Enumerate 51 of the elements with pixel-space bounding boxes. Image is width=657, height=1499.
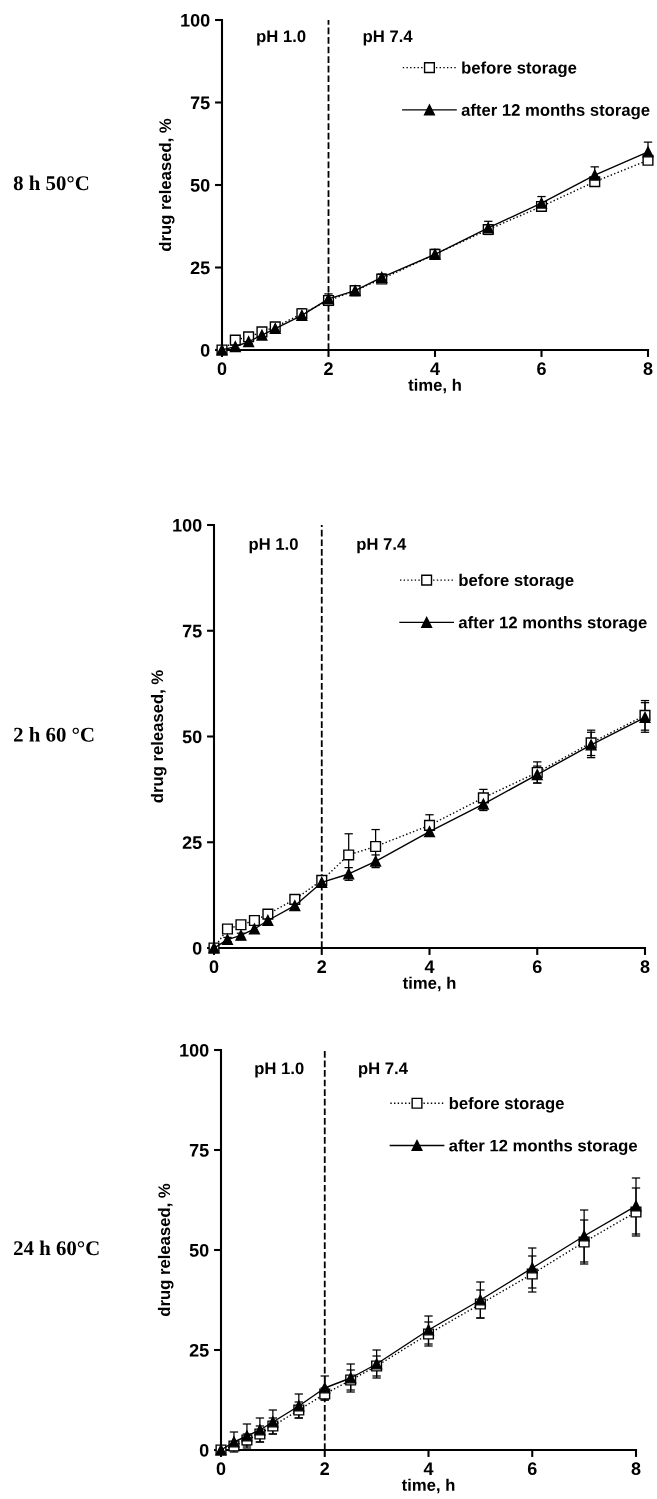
y-tick-label: 100 xyxy=(173,518,202,532)
legend-label: before storage xyxy=(449,1097,564,1113)
annotation: pH 1.0 xyxy=(257,30,306,46)
y-tick-label: 75 xyxy=(182,624,202,638)
y-tick-label: 75 xyxy=(189,1144,209,1157)
y-tick-label: 100 xyxy=(180,1043,209,1057)
x-tick-label: 8 xyxy=(631,1462,641,1476)
x-tick-label: 8 xyxy=(643,362,653,376)
x-tick-label: 4 xyxy=(423,1462,434,1475)
x-tick-label: 8 xyxy=(640,960,650,974)
annotation: pH 1.0 xyxy=(255,1062,304,1078)
y-tick-label: 25 xyxy=(182,836,202,849)
legend-label: after 12 months storage xyxy=(449,1139,638,1155)
x-tick-label: 0 xyxy=(209,960,219,974)
x-tick-label: 0 xyxy=(216,1462,226,1476)
x-tick-label: 2 xyxy=(324,362,333,375)
legend-label: after 12 months storage xyxy=(458,616,647,632)
annotation: pH 7.4 xyxy=(363,30,413,46)
x-tick-label: 6 xyxy=(537,362,546,376)
x-tick-label: 2 xyxy=(320,1462,330,1475)
annotation: pH 1.0 xyxy=(249,538,298,554)
y-tick-label: 0 xyxy=(199,1443,209,1457)
y-tick-label: 100 xyxy=(181,13,210,27)
y-tick-label: 75 xyxy=(190,96,210,110)
y-tick-label: 0 xyxy=(192,941,202,955)
legend-label: before storage xyxy=(459,573,574,590)
text: 24 h 60°C xyxy=(14,1240,99,1256)
x-tick-label: 4 xyxy=(430,362,440,375)
x-axis-title: time, h xyxy=(402,976,456,992)
x-tick-label: 6 xyxy=(527,1462,537,1476)
x-axis-title: time, h xyxy=(408,378,461,394)
annotation: pH 7.4 xyxy=(357,538,407,554)
y-tick-label: 50 xyxy=(190,178,210,192)
y-axis-title: drug released, % xyxy=(150,670,167,803)
x-axis-title: time, h xyxy=(401,1478,455,1494)
x-tick-label: 4 xyxy=(424,960,435,973)
annotation: pH 7.4 xyxy=(359,1062,408,1078)
y-tick-label: 50 xyxy=(182,730,202,744)
y-tick-label: 25 xyxy=(190,261,210,275)
x-tick-label: 2 xyxy=(317,960,327,973)
y-axis-title: drug released, % xyxy=(157,1183,174,1316)
y-tick-label: 50 xyxy=(189,1243,209,1257)
legend-label: before storage xyxy=(462,61,577,78)
text: 8 h 50°C xyxy=(13,175,89,191)
legend-label: after 12 months storage xyxy=(461,103,650,120)
y-axis-title: drug released, % xyxy=(158,118,175,251)
x-tick-label: 6 xyxy=(532,960,542,974)
y-tick-label: 25 xyxy=(189,1343,209,1357)
text: 2 h 60 °C xyxy=(14,727,94,742)
x-tick-label: 0 xyxy=(217,362,227,376)
y-tick-label: 0 xyxy=(200,343,210,357)
